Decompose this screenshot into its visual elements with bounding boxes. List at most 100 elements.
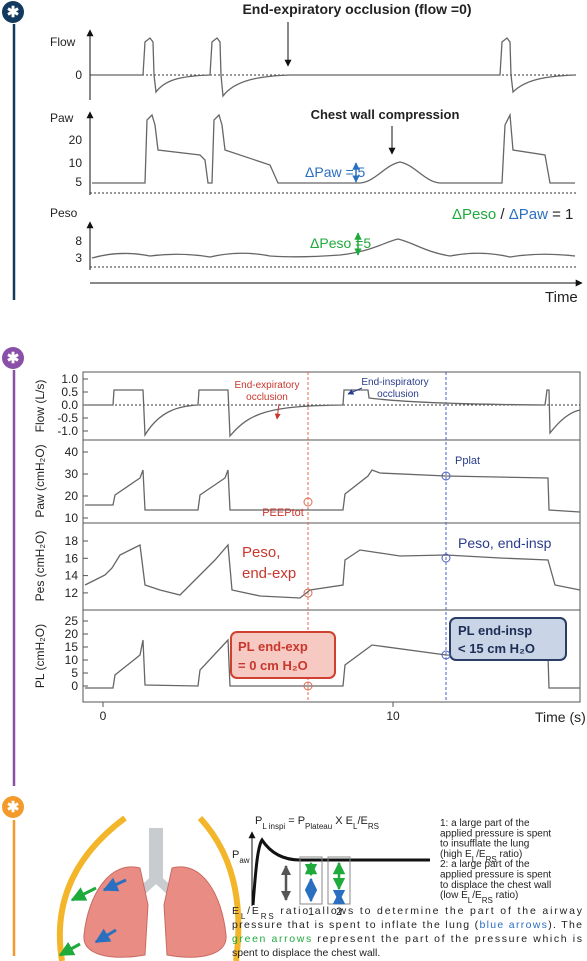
caption-part: spent to displace the chest wall.	[232, 947, 380, 959]
delta-paw: ΔPaw = 5	[305, 164, 366, 180]
axis-label: Peso	[50, 206, 78, 220]
marker	[303, 497, 313, 507]
callout	[230, 631, 336, 679]
y-tick-label: 0.0	[61, 398, 78, 412]
y-tick-label: 16	[65, 551, 79, 565]
note-sub: RS	[482, 896, 493, 905]
caption-part: ratio allows to determine the part of th…	[276, 905, 583, 917]
note-sub: RS	[486, 854, 497, 863]
callout-text: PL end-exp	[238, 639, 308, 654]
pes-trace	[84, 543, 581, 599]
y-tick-label: -1.0	[57, 424, 78, 438]
paw-trace	[85, 469, 581, 513]
formula-part: = P	[285, 815, 305, 827]
axis-label: Time	[545, 289, 578, 306]
note-sub: L	[468, 896, 473, 905]
y-tick-label: 0.5	[61, 385, 78, 399]
annotation: occlusion	[377, 389, 419, 400]
y-tick-label: 1.0	[61, 372, 78, 386]
axis-label: Flow (L/s)	[33, 380, 47, 433]
annotation: End-expiratory	[234, 380, 299, 391]
annotation: End-inspiratory	[361, 377, 428, 388]
box-label: 2	[336, 906, 342, 918]
panel-3: ✱ PL inspi = PPlateau X EL/ERS Paw 1 2 1…	[2, 796, 583, 961]
note-line: 2: a large part of the	[440, 859, 530, 870]
peso-trace	[91, 238, 576, 259]
caption-line: spent to displace the chest wall.	[232, 947, 380, 959]
label-part: P	[232, 849, 239, 861]
annotation: Pplat	[455, 455, 480, 467]
note-line: to insufflate the lung	[440, 839, 529, 850]
axis-label: Pes (cmH₂O)	[33, 531, 47, 602]
y-ticks: 1.00.50.0-0.5-1.040302010181614122520151…	[57, 372, 88, 693]
note-sub: L	[472, 854, 477, 863]
y-tick-label: 40	[65, 445, 79, 459]
marker	[303, 681, 313, 691]
note-line: 1: a large part of the	[440, 818, 530, 829]
box	[299, 856, 323, 905]
axis-label: Paw	[50, 111, 74, 125]
box-label: 1	[308, 906, 314, 918]
badge	[2, 1, 24, 23]
ratio-part: ΔPaw	[509, 206, 548, 223]
marker	[303, 588, 313, 598]
note-part: applied pressure is spent	[440, 870, 551, 881]
tick-label: 20	[69, 133, 83, 147]
formula-sub: L	[353, 822, 358, 831]
caption-part: /E	[247, 905, 259, 917]
tick-label: 8	[75, 234, 82, 248]
ratio: ΔPeso / ΔPaw = 1	[452, 206, 573, 223]
tick-label: 10	[69, 156, 83, 170]
badge	[2, 347, 24, 369]
y-tick-label: 10	[65, 653, 79, 667]
note-line: to displace the chest wall	[440, 880, 551, 891]
formula-sub: L inspi	[262, 822, 285, 831]
note-part: 2: a large part of the	[440, 859, 530, 870]
caption-part: represent the part of the pressure which…	[313, 933, 582, 945]
marker	[441, 553, 451, 563]
note-part: to insufflate the lung	[440, 839, 529, 850]
formula-sub: RS	[368, 822, 379, 831]
y-tick-label: 5	[71, 666, 78, 680]
callout-text: = 0 cm H₂O	[238, 658, 308, 673]
badge-icon: ✱	[7, 4, 20, 21]
annotation: Peso,	[242, 544, 280, 561]
badge-icon: ✱	[7, 350, 20, 367]
formula-part: /E	[357, 815, 367, 827]
y-tick-label: 20	[65, 489, 79, 503]
panel-1: ✱ End-expiratory occlusion (flow =0) Flo…	[2, 1, 583, 306]
y-tick-label: 18	[65, 534, 79, 548]
note-part: (high E	[440, 849, 472, 860]
note-line: applied pressure is spent	[440, 870, 551, 881]
axis-label: Paw	[232, 849, 250, 865]
lung	[163, 866, 227, 958]
formula-part: P	[255, 815, 262, 827]
caption-line: green arrows represent the part of the p…	[232, 933, 582, 945]
formula-part: X E	[332, 815, 353, 827]
ratio-part: ΔPeso	[452, 206, 496, 223]
y-tick-label: -0.5	[57, 411, 78, 425]
formula-sub: Plateau	[305, 822, 332, 831]
flow-trace	[85, 389, 581, 438]
annotation: occlusion	[246, 392, 288, 403]
arrow	[274, 403, 281, 420]
y-tick-label: 20	[65, 627, 79, 641]
note-part: /E	[472, 890, 482, 901]
note-line: applied pressure is spent	[440, 828, 551, 839]
y-tick-label: 0	[71, 679, 78, 693]
marker	[441, 650, 451, 660]
axis-label: Flow	[50, 35, 76, 49]
callout-text: < 15 cm H₂O	[458, 641, 535, 656]
caption-part: green arrows	[232, 933, 311, 945]
blue-arrow	[102, 877, 127, 892]
y-tick-label: 30	[65, 467, 79, 481]
y-tick-label: 10	[65, 511, 79, 525]
note-part: 1: a large part of the	[440, 818, 530, 829]
note-part: ratio)	[497, 849, 523, 860]
caption-line: pressure that is spent to inflate the lu…	[232, 919, 582, 931]
axis-label: Paw (cmH₂O)	[33, 444, 47, 517]
plot-frame	[82, 371, 581, 703]
annotation: end-exp	[242, 565, 296, 582]
ratio-part: = 1	[552, 206, 573, 223]
